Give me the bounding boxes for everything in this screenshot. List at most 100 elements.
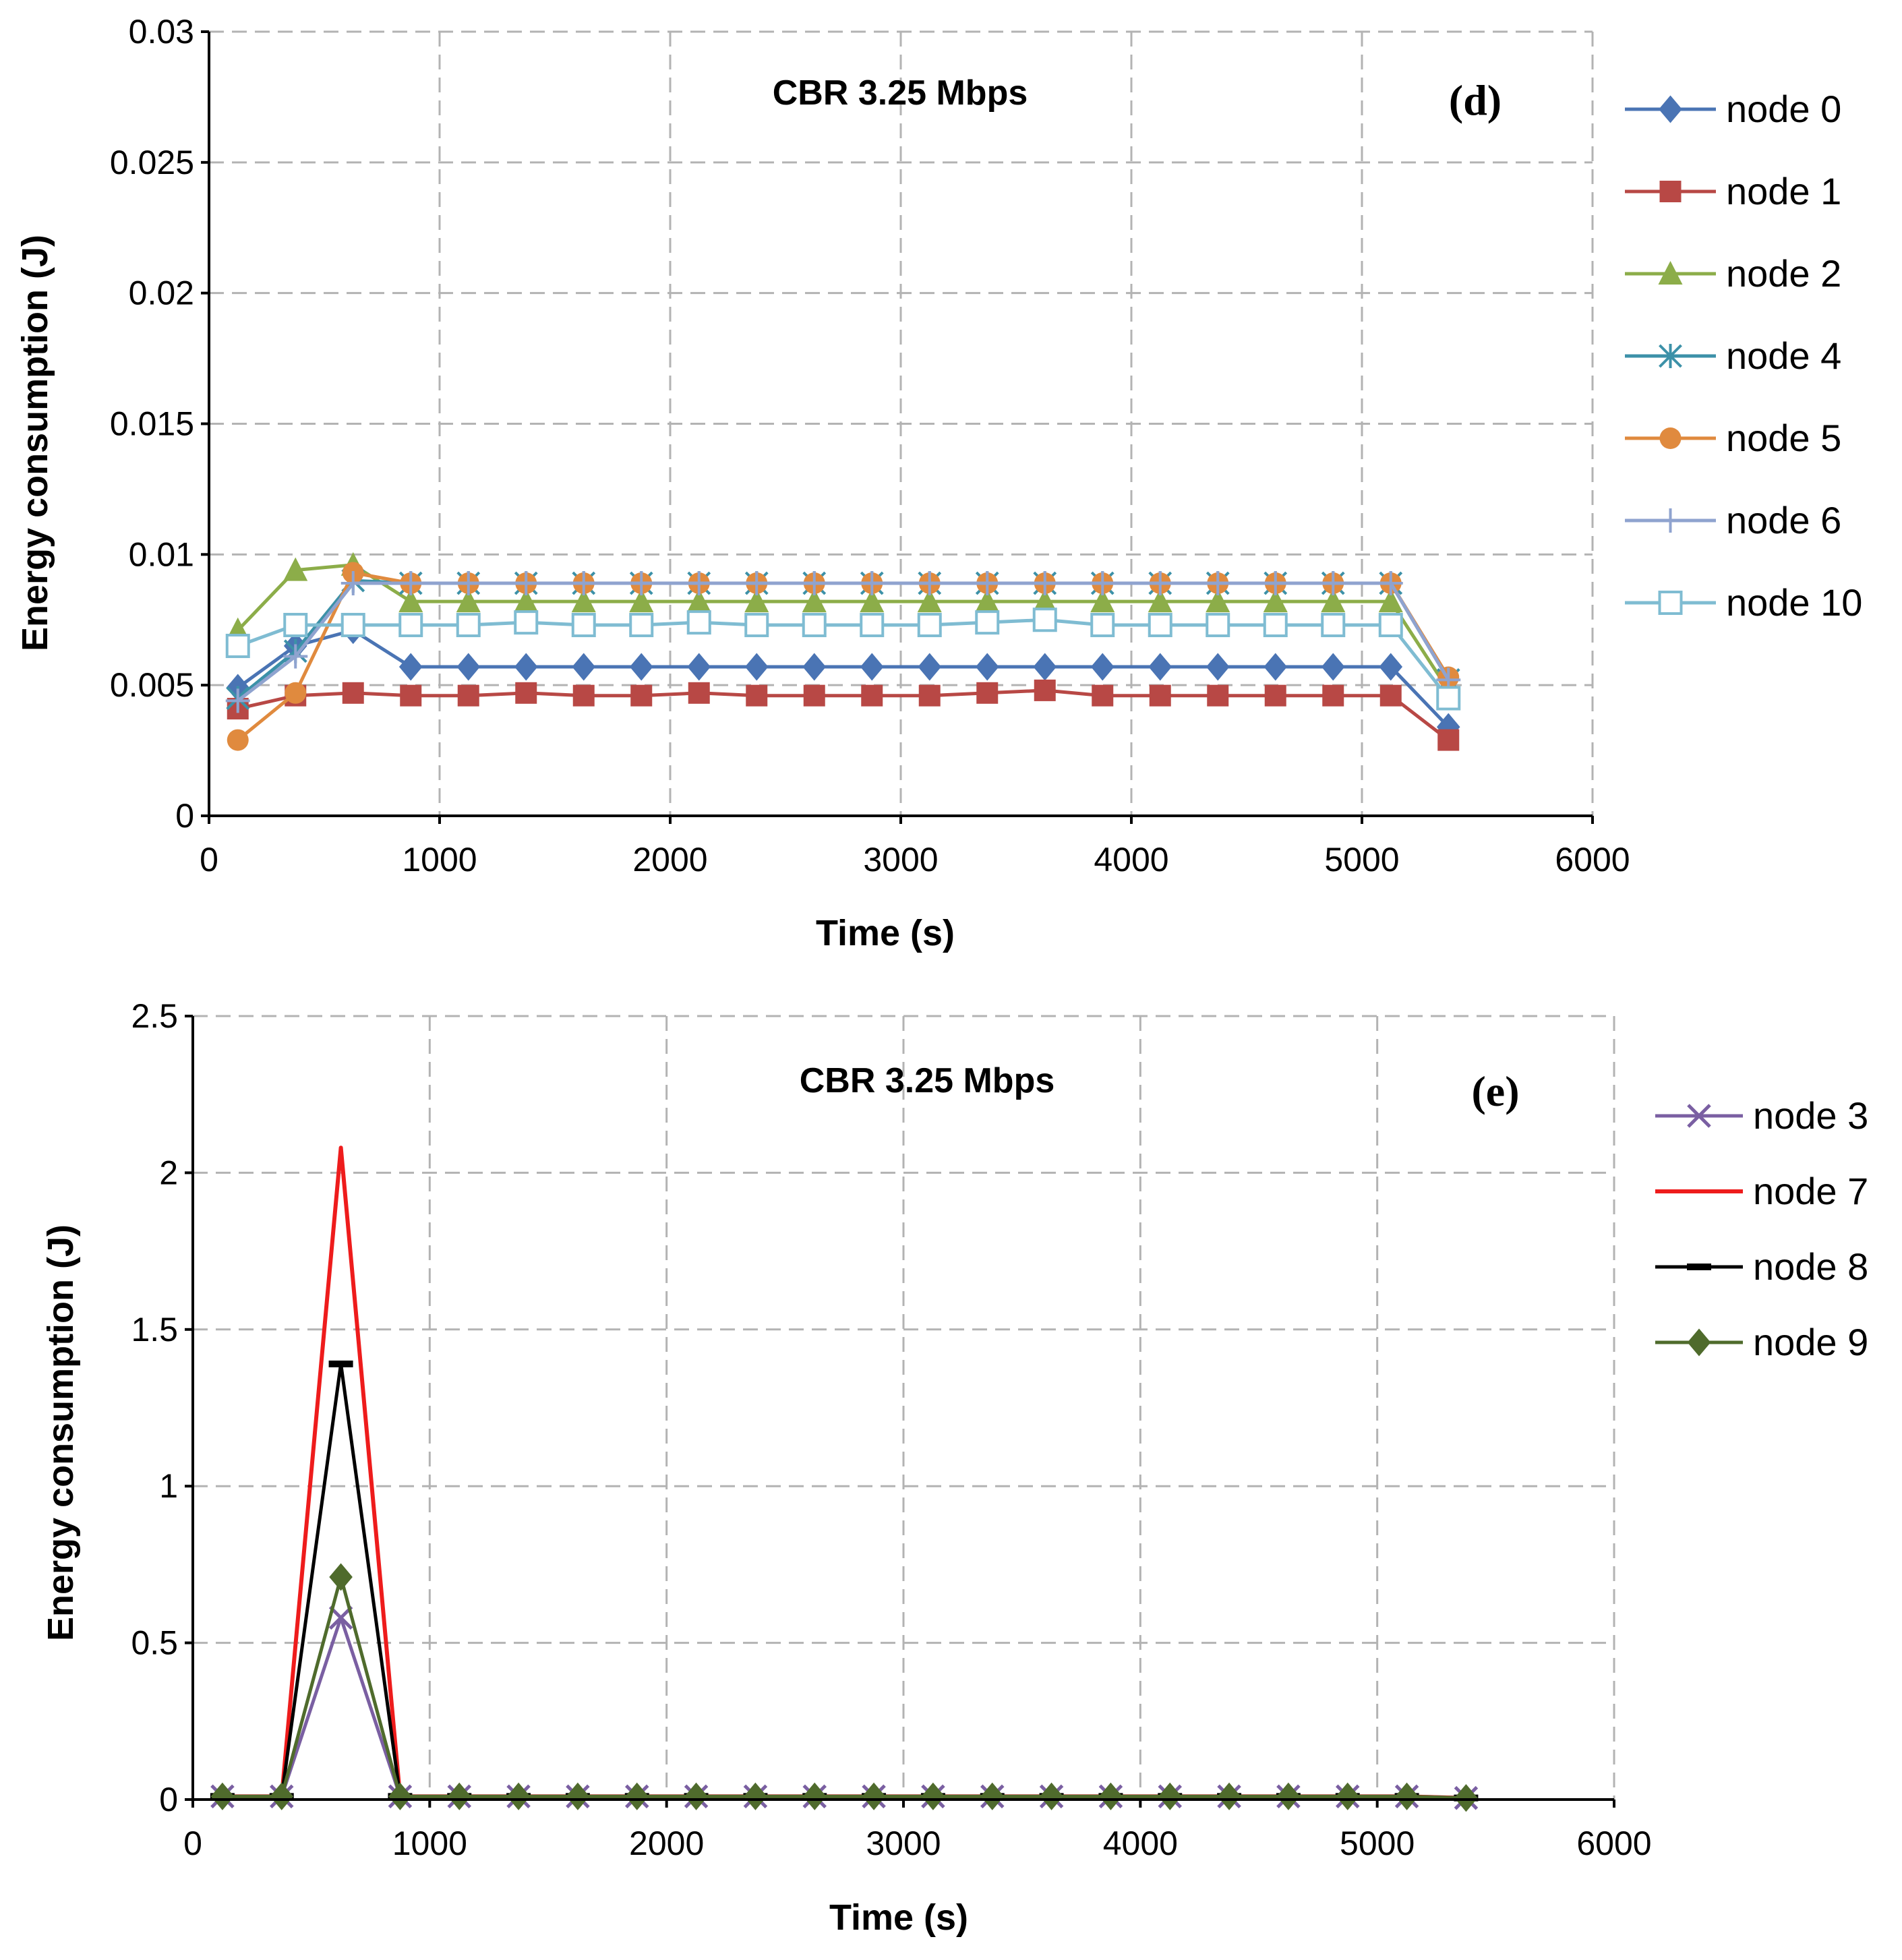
- chart-d-legend-label-node-6: node 6: [1726, 499, 1841, 541]
- chart-d-point-node-2: [1263, 589, 1288, 613]
- chart-d-legend-item-node-4: node 4: [1625, 334, 1841, 377]
- chart-d-point-node-2: [1148, 589, 1172, 613]
- chart-e-legend-item-node-7: node 7: [1655, 1170, 1868, 1212]
- chart-e-legend-label-node-9: node 9: [1753, 1321, 1868, 1363]
- chart-e-point-node-9: [1099, 1782, 1123, 1810]
- chart-d-point-node-2: [1378, 589, 1403, 613]
- chart-d-legend-label-node-2: node 2: [1726, 252, 1841, 295]
- chart-e-point-node-9: [802, 1782, 827, 1810]
- chart-d-legend-item-node-1: node 1: [1625, 170, 1841, 212]
- chart-d-legend-item-node-5: node 5: [1625, 417, 1841, 459]
- chart-d-xlabel: Time (s): [816, 913, 955, 953]
- chart-e-point-node-9: [744, 1782, 767, 1810]
- chart-d-point-node-10: [1090, 613, 1115, 638]
- chart-d-legend-label-node-10: node 10: [1726, 581, 1862, 624]
- chart-e-ytick-label: 1.5: [131, 1311, 178, 1348]
- chart-d-point-node-0: [629, 653, 653, 681]
- chart-d-ytick-label: 0.02: [129, 274, 194, 312]
- chart-d-point-node-10: [283, 613, 308, 638]
- chart-d-title: CBR 3.25 Mbps: [773, 73, 1028, 113]
- chart-d-point-node-6: [514, 570, 539, 595]
- chart-d-legend-label-node-0: node 0: [1726, 88, 1841, 130]
- chart-e-point-node-9: [625, 1782, 649, 1810]
- chart-e-series-node-8: [210, 1360, 1479, 1802]
- chart-e-legend-item-node-3: node 3: [1655, 1094, 1868, 1137]
- chart-e-legend: node 3 node 7 node 8 node 9: [1655, 1094, 1868, 1363]
- chart-d-point-node-6: [1206, 570, 1230, 595]
- chart-d-point-node-10: [1263, 613, 1288, 638]
- chart-e-title: CBR 3.25 Mbps: [800, 1061, 1055, 1100]
- chart-d-series-node-1: [227, 679, 1460, 751]
- chart-e-point-node-9: [980, 1782, 1005, 1810]
- chart-d-point-node-1: [1437, 729, 1460, 751]
- chart-d-point-node-10: [225, 634, 250, 659]
- chart-d-point-node-0: [1033, 653, 1057, 681]
- chart-d-legend-label-node-4: node 4: [1726, 334, 1841, 377]
- chart-d: 0 0.005 0.01 0.015 0.02 0.025 0.03 0 1000 2000 300…: [15, 13, 1862, 953]
- chart-d-point-node-2: [917, 589, 942, 613]
- chart-d-point-node-5: [227, 729, 249, 751]
- chart-d-xtick-label: 4000: [1094, 841, 1168, 879]
- chart-d-series-node-6: [225, 570, 1461, 713]
- chart-e-point-node-9: [1040, 1782, 1063, 1810]
- chart-d-point-node-2: [571, 589, 596, 613]
- chart-d-grid: [209, 30, 1594, 816]
- chart-d-point-node-1: [1322, 684, 1344, 707]
- chart-d-line-node-1: [237, 688, 1450, 742]
- chart-e-point-node-9: [210, 1782, 235, 1810]
- chart-d-ytick-label: 0.03: [129, 13, 194, 51]
- chart-e-series-node-7: [222, 1146, 1466, 1800]
- chart-e-xtick-label: 2000: [629, 1824, 704, 1862]
- chart-d-point-node-1: [976, 682, 999, 704]
- chart-d-point-node-0: [687, 653, 711, 681]
- chart-d-point-node-6: [1378, 570, 1403, 595]
- chart-e-point-node-9: [329, 1563, 353, 1591]
- chart-d-point-node-2: [629, 589, 654, 613]
- chart-e-xtick-label: 4000: [1103, 1824, 1178, 1862]
- chart-d-point-node-2: [744, 589, 769, 613]
- chart-d-point-node-2: [398, 589, 423, 613]
- chart-d-point-node-10: [340, 613, 365, 638]
- chart-e-point-node-9: [447, 1782, 471, 1810]
- chart-d-point-node-0: [1206, 653, 1230, 681]
- chart-e-point-node-9: [1395, 1782, 1419, 1810]
- chart-d-point-node-6: [1148, 570, 1172, 595]
- chart-d-point-node-0: [1379, 653, 1403, 681]
- chart-e-xlabel: Time (s): [829, 1897, 968, 1938]
- chart-d-legend-marker-node-2: [1658, 261, 1683, 285]
- chart-e-xtick-label: 0: [183, 1824, 202, 1862]
- chart-d-point-node-1: [861, 684, 883, 707]
- chart-d-legend-label-node-5: node 5: [1726, 417, 1841, 459]
- chart-d-legend: node 0 node 1 node 2 node 4 node 5 node 6 node…: [1625, 88, 1862, 624]
- chart-d-point-node-0: [1321, 653, 1345, 681]
- chart-e-legend-label-node-3: node 3: [1753, 1094, 1868, 1137]
- chart-d-point-node-1: [1092, 684, 1114, 707]
- chart-d-ytick-label: 0.01: [129, 535, 194, 573]
- chart-d-line-node-10: [237, 618, 1450, 700]
- chart-e-point-node-9: [270, 1782, 294, 1810]
- chart-e-point-node-9: [1454, 1784, 1478, 1812]
- chart-d-line-node-4: [237, 578, 1450, 700]
- chart-e-xtick-label: 5000: [1340, 1824, 1415, 1862]
- chart-d-point-node-1: [342, 682, 364, 704]
- chart-d-point-node-0: [744, 653, 769, 681]
- chart-d-point-node-10: [917, 613, 942, 638]
- chart-d-legend-marker-node-10: [1658, 591, 1683, 615]
- chart-e-legend-marker-node-9: [1687, 1328, 1711, 1357]
- chart-e-axes: 0 0.5 1 1.5 2 2.5 0 1000 2000 3000 4000 5000 6000: [131, 997, 1651, 1862]
- chart-d-point-node-5: [285, 682, 307, 704]
- chart-d-point-node-0: [398, 653, 423, 681]
- chart-d-point-node-6: [283, 644, 308, 669]
- chart-d-point-node-10: [744, 613, 769, 638]
- chart-d-point-node-1: [572, 684, 595, 707]
- chart-d-point-node-10: [686, 610, 711, 635]
- chart-e-ytick-label: 2.5: [131, 997, 178, 1035]
- chart-d-ylabel: Energy consumption (J): [15, 235, 55, 651]
- chart-d-xtick-label: 1000: [402, 841, 477, 879]
- chart-d-legend-label-node-1: node 1: [1726, 170, 1841, 212]
- chart-e-grid: [193, 1015, 1615, 1800]
- chart-d-point-node-0: [975, 653, 999, 681]
- chart-e-panel-label: (e): [1471, 1067, 1519, 1115]
- chart-d-point-node-0: [802, 653, 827, 681]
- chart-d-point-node-6: [571, 570, 596, 595]
